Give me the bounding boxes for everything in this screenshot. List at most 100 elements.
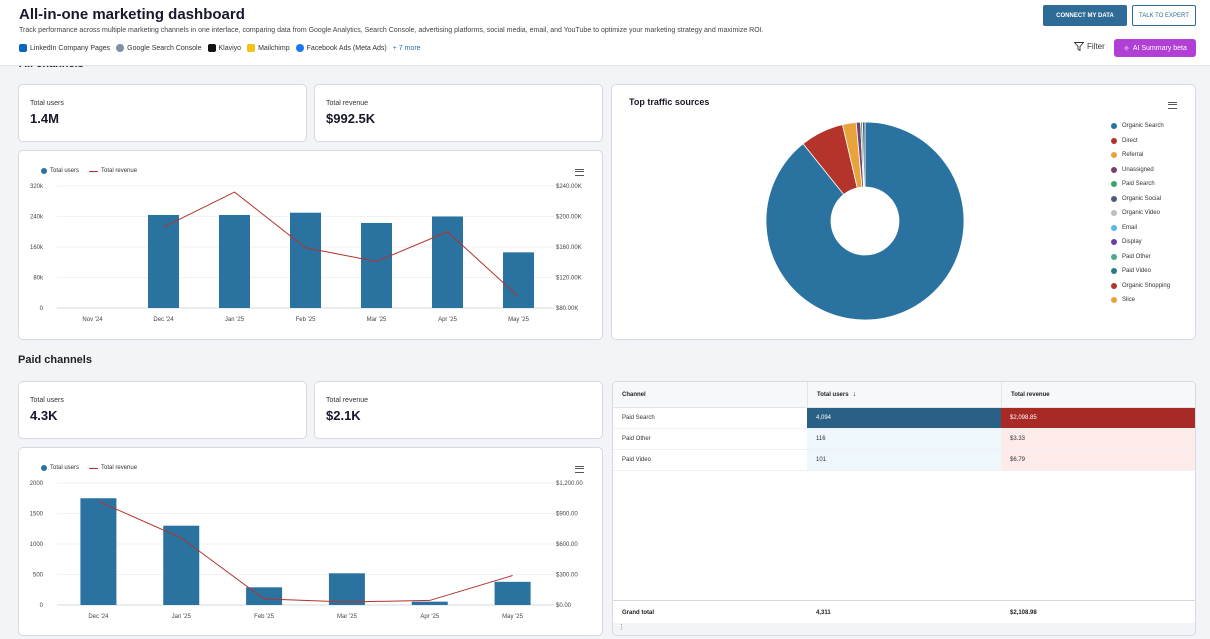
chart-card-paid-channels: Total users Total revenue 0 500 1000 1500 20…: [18, 447, 603, 636]
legend-label: Organic Shopping: [1122, 282, 1171, 289]
pie-legend-item[interactable]: Display: [1111, 235, 1170, 250]
legend-dot: [1111, 253, 1117, 260]
pie-legend-item[interactable]: Referral: [1111, 148, 1170, 163]
legend-label-users[interactable]: Total users: [50, 465, 80, 471]
legend-label: Unassigned: [1122, 166, 1154, 173]
source-facebook-ads[interactable]: Facebook Ads (Meta Ads): [295, 44, 387, 52]
legend-line-revenue: [89, 467, 99, 469]
page-subtitle: Track performance across multiple market…: [19, 27, 764, 34]
y-left-tick-label: 2000: [30, 481, 44, 487]
page-title: All-in-one marketing dashboard: [19, 6, 245, 23]
y-right-tick-label: $0.00: [556, 603, 572, 609]
legend-dot: [1111, 195, 1117, 202]
column-header-total-revenue[interactable]: Total revenue: [1001, 382, 1195, 408]
bar-total-users[interactable]: [503, 252, 534, 308]
filter-label: Filter: [1087, 42, 1105, 51]
bar-total-users[interactable]: [361, 222, 392, 308]
legend-label: Display: [1122, 239, 1142, 246]
line-total-revenue[interactable]: [98, 500, 513, 603]
mailchimp-icon: [247, 44, 256, 52]
pie-legend-item[interactable]: Email: [1111, 221, 1170, 236]
bar-total-users[interactable]: [290, 212, 321, 308]
klaviyo-icon: [207, 44, 216, 52]
y-right-tick-label: $200.00K: [556, 215, 582, 221]
pie-legend-item[interactable]: Unassigned: [1111, 163, 1170, 178]
x-tick-label: May '25: [502, 614, 523, 620]
y-right-tick-label: $300.00: [556, 573, 578, 579]
table-cell-channel: Paid Search: [613, 408, 807, 429]
bar-total-users[interactable]: [163, 525, 200, 605]
source-mailchimp[interactable]: Mailchimp: [247, 44, 290, 52]
pie-legend-item[interactable]: Organic Search: [1111, 119, 1170, 134]
menu-icon[interactable]: [1168, 102, 1177, 109]
y-right-tick-label: $120.00K: [556, 276, 582, 282]
legend-label-revenue[interactable]: Total revenue: [101, 168, 138, 174]
table-header-bg: [613, 382, 1195, 408]
bar-total-users[interactable]: [494, 581, 531, 605]
line-total-revenue[interactable]: [163, 191, 519, 297]
kpi-value: $2.1K: [326, 408, 361, 423]
pie-slice-organic-social[interactable]: [862, 121, 866, 188]
paid-users-revenue-chart: 0 500 1000 1500 2000 $0.00 $300.00 $600.00 $900.…: [30, 481, 584, 620]
legend-label: Organic Social: [1122, 195, 1162, 202]
pie-legend-item[interactable]: Organic Social: [1111, 192, 1170, 207]
pie-legend-item[interactable]: Paid Search: [1111, 177, 1170, 192]
pie-legend-item[interactable]: Organic Shopping: [1111, 279, 1170, 294]
x-tick-label: Apr '25: [420, 614, 439, 620]
pie-legend-item[interactable]: Organic Video: [1111, 206, 1170, 221]
legend-dot: [1111, 137, 1117, 144]
pie-legend-item[interactable]: Paid Video: [1111, 264, 1170, 279]
legend-dot: [1111, 181, 1117, 188]
legend-label-users[interactable]: Total users: [50, 168, 80, 174]
bar-total-users[interactable]: [328, 573, 365, 605]
pie-legend-item[interactable]: Direct: [1111, 134, 1170, 149]
source-google-search-console[interactable]: Google Search Console: [116, 44, 202, 52]
y-left-tick-label: 80k: [33, 276, 44, 282]
more-sources-link[interactable]: + 7 more: [392, 44, 421, 52]
linkedin-icon: [19, 44, 27, 52]
source-label: Mailchimp: [258, 44, 290, 52]
sort-desc-icon[interactable]: ↓: [852, 391, 857, 398]
x-tick-label: Jan '25: [225, 317, 245, 323]
pie-legend-item[interactable]: Paid Other: [1111, 250, 1170, 265]
pie-slice-organic-search[interactable]: [765, 121, 965, 321]
column-header-total-users[interactable]: Total users ↓: [807, 382, 1001, 408]
legend-label: Direct: [1122, 137, 1138, 144]
y-left-tick-label: 320k: [30, 184, 44, 190]
bar-total-users[interactable]: [148, 214, 179, 308]
legend-label-revenue[interactable]: Total revenue: [101, 465, 138, 471]
legend-label: Email: [1122, 224, 1138, 231]
column-header-label: Total users: [817, 391, 849, 398]
grand-total-users: 4,311: [816, 610, 831, 616]
source-klaviyo[interactable]: Klaviyo: [207, 44, 241, 52]
kpi-card-total-users: Total users 1.4M: [18, 84, 307, 142]
legend-dot: [1111, 268, 1117, 275]
y-right-tick-label: $80.00K: [556, 306, 578, 312]
data-sources-bar: LinkedIn Company Pages Google Search Con…: [19, 44, 427, 52]
bar-total-users[interactable]: [219, 214, 250, 308]
traffic-sources-pie: [765, 121, 965, 321]
connect-my-data-button[interactable]: CONNECT MY DATA: [1043, 5, 1127, 26]
section-title-paid-channels: Paid channels: [18, 354, 92, 366]
drag-handle-icon[interactable]: ⋮: [613, 623, 1195, 635]
talk-to-expert-button[interactable]: TALK TO EXPERT: [1132, 5, 1196, 26]
pie-legend-item[interactable]: Slice: [1111, 293, 1170, 308]
bar-total-users[interactable]: [80, 498, 117, 605]
menu-icon[interactable]: [575, 169, 584, 176]
column-header-channel[interactable]: Channel: [613, 382, 807, 408]
source-linkedin[interactable]: LinkedIn Company Pages: [19, 44, 110, 52]
chart-legend: Total users Total revenue: [41, 465, 137, 471]
kpi-card-total-revenue: Total revenue $992.5K: [314, 84, 603, 142]
table-cell-users: 101: [807, 450, 1001, 471]
paid-channels-table: Channel Total users ↓ Total revenue Paid…: [612, 381, 1196, 636]
facebook-icon: [295, 44, 304, 52]
legend-dot: [1111, 166, 1117, 173]
menu-icon[interactable]: [575, 466, 584, 473]
bar-total-users[interactable]: [432, 216, 463, 309]
bar-total-users[interactable]: [411, 601, 448, 605]
ai-summary-label: AI Summary beta: [1132, 44, 1187, 52]
total-divider: [613, 600, 1195, 601]
filter-button[interactable]: Filter: [1074, 42, 1105, 51]
ai-summary-button[interactable]: ✧ AI Summary beta: [1114, 39, 1196, 57]
legend-label: Paid Other: [1122, 253, 1151, 260]
